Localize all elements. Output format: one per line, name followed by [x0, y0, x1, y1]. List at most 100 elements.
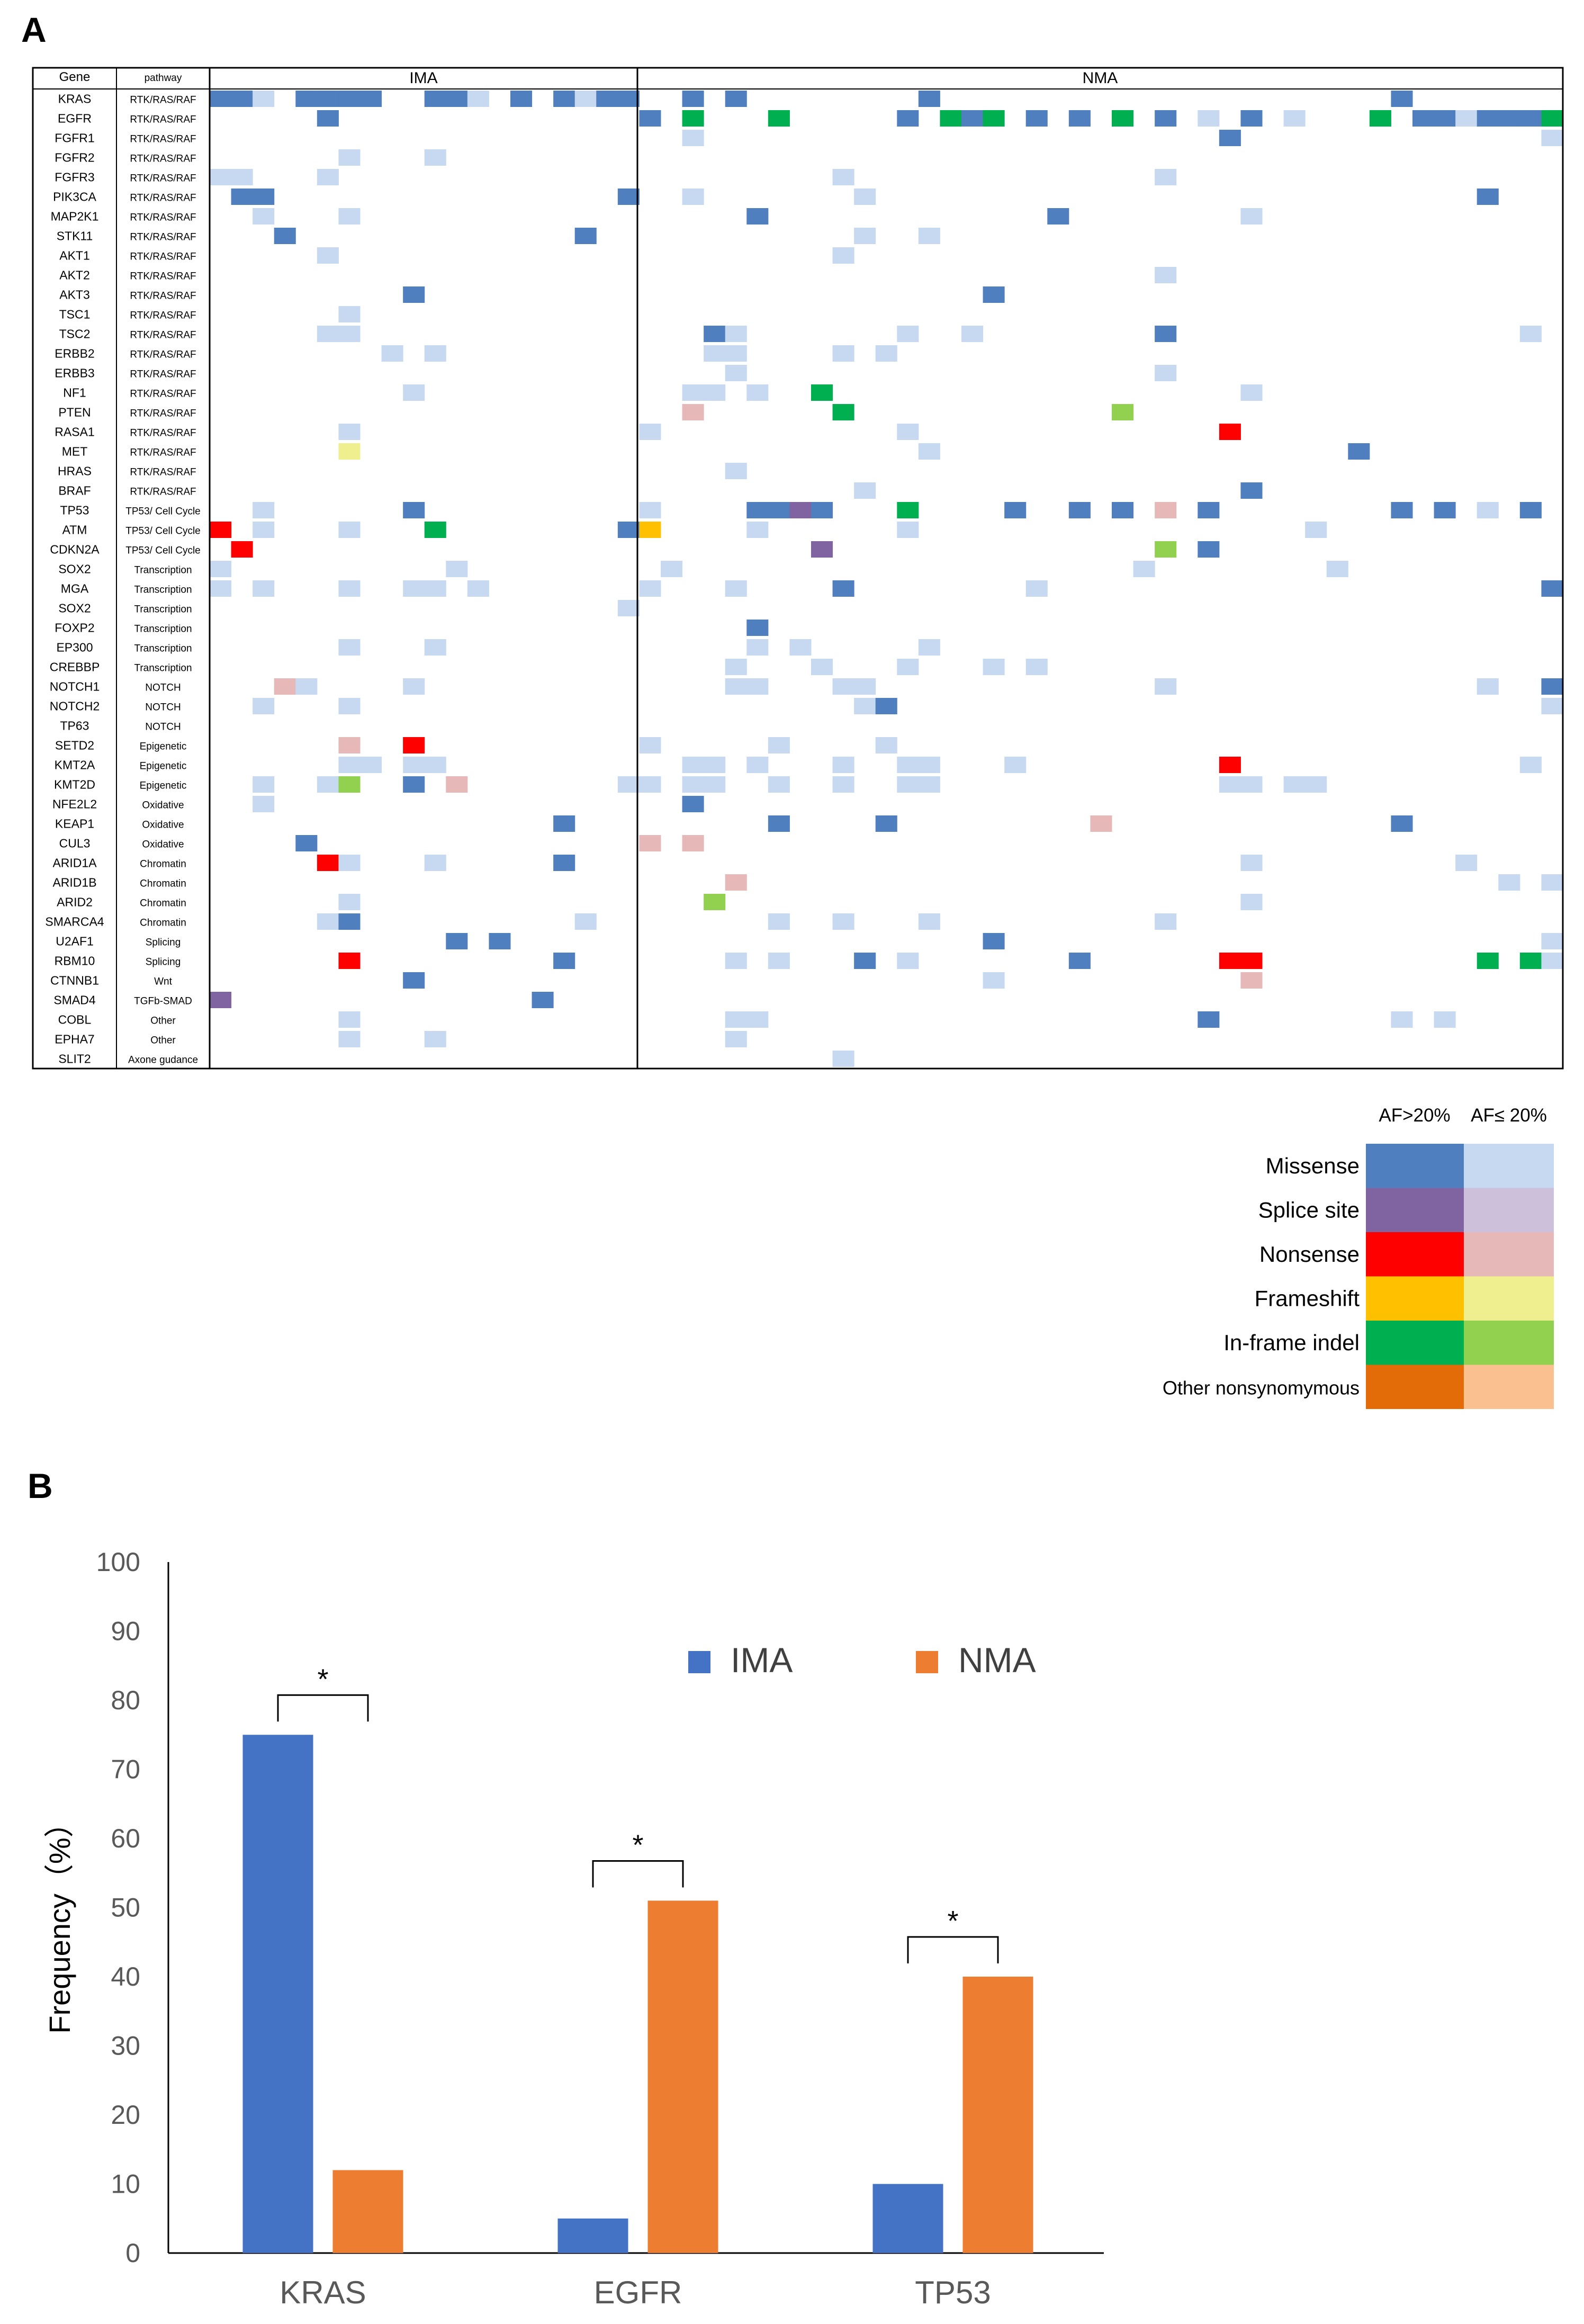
mutation-cell	[1240, 972, 1263, 989]
mutation-cell	[317, 855, 339, 871]
mutation-cell	[961, 326, 984, 342]
mutation-cell	[725, 463, 747, 479]
y-tick-label: 40	[111, 1962, 140, 1991]
mutation-cell	[1155, 541, 1177, 558]
mutation-cell	[704, 326, 726, 342]
mutation-cell	[617, 600, 640, 616]
gene-label: ARID1A	[52, 856, 97, 870]
mutation-cell	[854, 482, 876, 499]
mutation-cell	[1369, 110, 1391, 127]
mutation-cell	[746, 757, 769, 773]
mutation-heatmap: Gene pathway IMA NMA KRAS RTK/RAS/RAF EGFR RTK/…	[32, 67, 1564, 1409]
mutation-cell	[553, 91, 575, 107]
pathway-label: TGFb-SMAD	[134, 996, 192, 1007]
mutation-cell	[446, 776, 468, 793]
gene-label: ARID2	[57, 895, 93, 909]
mutation-cell	[875, 815, 897, 832]
mutation-cell	[317, 110, 339, 127]
mutation-cell	[725, 580, 747, 597]
mutation-cell	[210, 580, 232, 597]
mutation-cell	[338, 326, 361, 342]
mutation-cell	[639, 522, 661, 538]
gene-label: EPHA7	[55, 1033, 94, 1046]
mutation-cell	[1240, 894, 1263, 910]
legend-label: Other nonsynomymous	[1163, 1377, 1360, 1398]
mutation-cell	[403, 678, 425, 695]
legend-swatch-hi	[1366, 1276, 1464, 1321]
mutation-cell	[253, 208, 275, 225]
pathway-label: RTK/RAS/RAF	[130, 271, 196, 282]
mutation-cell	[918, 639, 940, 656]
mutation-cell	[231, 189, 253, 205]
mutation-cell	[746, 620, 769, 636]
mutation-cell	[617, 91, 640, 107]
gene-label: NF1	[63, 386, 86, 400]
mutation-cell	[403, 757, 425, 773]
mutation-cell	[682, 404, 704, 420]
mutation-cell	[832, 345, 854, 362]
mutation-cell	[1025, 110, 1048, 127]
mutation-cell	[725, 345, 747, 362]
gene-label: AKT3	[59, 288, 90, 302]
gene-label: TP53	[60, 504, 89, 517]
mutation-cell	[403, 972, 425, 989]
x-tick-label: KRAS	[280, 2275, 366, 2310]
mutation-cell	[317, 913, 339, 930]
x-tick-label: TP53	[915, 2275, 991, 2310]
mutation-cell	[274, 228, 296, 244]
mutation-cell	[897, 110, 919, 127]
mutation-cell	[832, 580, 854, 597]
mutation-cell	[210, 522, 232, 538]
gene-label: FGFR3	[55, 171, 94, 184]
mutation-cell	[768, 737, 790, 753]
mutation-cell	[617, 522, 640, 538]
mutation-cell	[1391, 502, 1413, 518]
mutation-cell	[639, 835, 661, 851]
mutation-cell	[210, 91, 232, 107]
mutation-cell	[682, 189, 704, 205]
mutation-cell	[1477, 953, 1499, 969]
mutation-cell	[1240, 110, 1263, 127]
bar-ima-kras	[242, 1735, 313, 2253]
gene-label: EGFR	[58, 112, 92, 125]
mutation-cell	[1219, 776, 1241, 793]
mutation-cell	[317, 326, 339, 342]
gene-label: ERBB2	[55, 347, 94, 361]
mutation-cell	[467, 580, 489, 597]
pathway-label: Transcription	[134, 604, 192, 615]
mutation-cell	[725, 365, 747, 381]
significance-bracket	[277, 1694, 369, 1722]
mutation-cell	[897, 522, 919, 538]
mutation-cell	[746, 384, 769, 401]
gene-label: ARID1B	[52, 876, 96, 890]
mutation-cell	[1541, 580, 1563, 597]
mutation-cell	[1155, 110, 1177, 127]
mutation-cell	[897, 326, 919, 342]
mutation-cell	[1155, 169, 1177, 185]
pathway-label: RTK/RAS/RAF	[130, 330, 196, 341]
legend-swatch-lo	[1464, 1188, 1554, 1232]
mutation-cell	[1219, 130, 1241, 146]
mutation-cell	[253, 189, 275, 205]
mutation-cell	[725, 659, 747, 675]
mutation-cell	[1112, 502, 1134, 518]
mutation-cell	[875, 737, 897, 753]
gene-label: NOTCH2	[50, 699, 100, 713]
mutation-cell	[1348, 443, 1370, 460]
mutation-cell	[661, 561, 683, 577]
mutation-cell	[811, 384, 833, 401]
significance-star: *	[317, 1663, 328, 1695]
y-tick-label: 20	[111, 2100, 140, 2130]
pathway-label: Other	[150, 1035, 176, 1046]
mutation-cell	[1519, 326, 1542, 342]
legend-swatch-hi	[1366, 1188, 1464, 1232]
legend-label-ima: IMA	[731, 1640, 793, 1680]
mutation-cell	[338, 1011, 361, 1028]
mutation-cell	[704, 757, 726, 773]
mutation-cell	[704, 345, 726, 362]
mutation-cell	[1283, 776, 1306, 793]
mutation-cell	[210, 992, 232, 1008]
mutation-cell	[295, 835, 318, 851]
pathway-label: TP53/ Cell Cycle	[125, 526, 201, 537]
mutation-cell	[317, 247, 339, 264]
